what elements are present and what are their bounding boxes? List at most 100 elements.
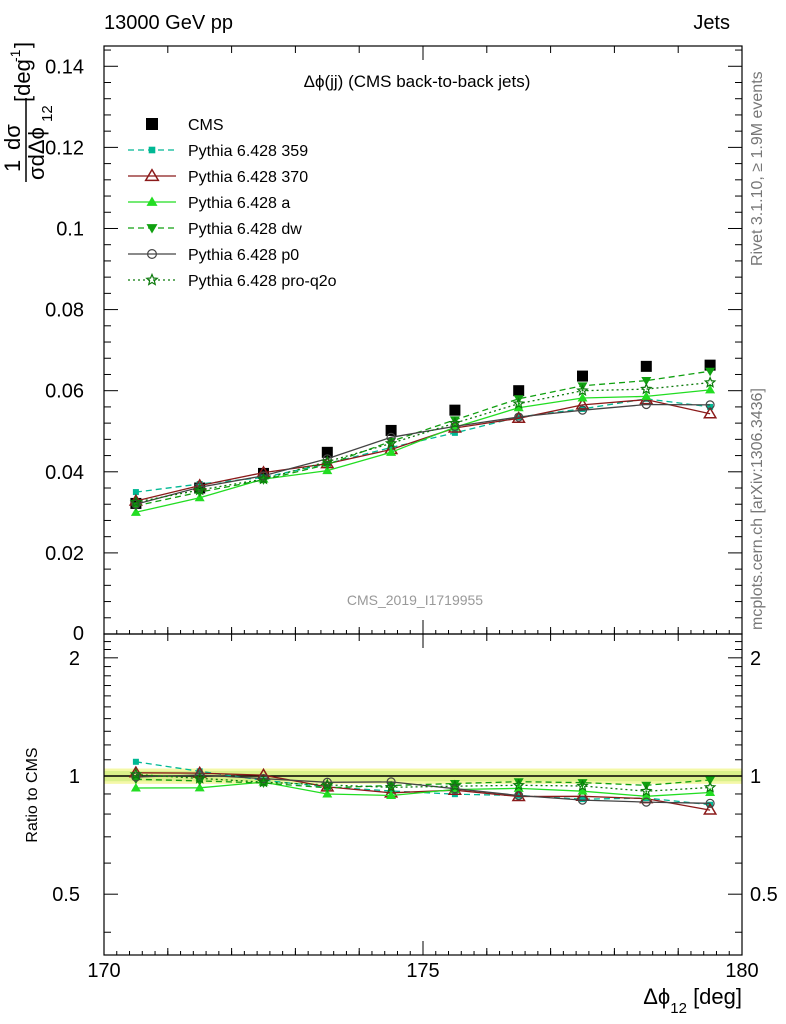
data-point bbox=[577, 405, 588, 415]
legend-label: Pythia 6.428 dw bbox=[188, 221, 302, 238]
ratio-point bbox=[322, 777, 332, 787]
data-point bbox=[322, 465, 333, 475]
data-point bbox=[195, 482, 205, 492]
ratio-line bbox=[135, 781, 711, 797]
data-point bbox=[512, 397, 525, 409]
ratio-point bbox=[579, 796, 586, 803]
legend-label: Pythia 6.428 p0 bbox=[188, 247, 299, 264]
ratio-point bbox=[703, 802, 718, 815]
main-y-tick-label: 0.06 bbox=[45, 381, 84, 403]
data-point bbox=[131, 499, 141, 509]
ratio-point bbox=[194, 782, 205, 792]
data-point bbox=[257, 472, 270, 485]
x-axis-label: Δϕ12 [deg] bbox=[643, 984, 742, 1017]
legend-marker bbox=[146, 224, 158, 234]
ratio-line bbox=[135, 774, 711, 804]
main-y-tick-label: 0.12 bbox=[45, 137, 84, 159]
data-point bbox=[193, 483, 206, 496]
ratio-point bbox=[130, 783, 141, 792]
data-point bbox=[705, 384, 716, 394]
series-line bbox=[135, 370, 711, 507]
legend-marker bbox=[146, 118, 158, 130]
main-y-tick-label: 0.08 bbox=[45, 300, 84, 322]
legend-label: Pythia 6.428 a bbox=[188, 195, 290, 212]
ratio-y-tick-label: 2 bbox=[69, 648, 80, 670]
data-point bbox=[513, 402, 524, 412]
data-point bbox=[576, 384, 589, 396]
ratio-series-pythia-6-428-p0 bbox=[131, 770, 715, 808]
legend-label: Pythia 6.428 370 bbox=[188, 169, 308, 186]
ratio-y-tick-label-right: 0.5 bbox=[750, 884, 778, 906]
series-pythia-6-428-359 bbox=[132, 395, 714, 496]
data-point bbox=[385, 424, 397, 436]
ratio-point bbox=[386, 777, 396, 787]
main-y-tick-label: 0.04 bbox=[45, 462, 84, 484]
ratio-point bbox=[577, 779, 588, 788]
data-point bbox=[703, 406, 718, 419]
ratio-y-axis-label: Ratio to CMS bbox=[24, 747, 41, 842]
data-point bbox=[641, 377, 652, 386]
ratio-point bbox=[512, 778, 525, 791]
legend-marker bbox=[144, 168, 160, 182]
ratio-point bbox=[513, 778, 524, 787]
series-line bbox=[135, 403, 711, 505]
data-point bbox=[577, 392, 588, 402]
y-label-denominator: σdΔϕ bbox=[24, 127, 49, 180]
ratio-line bbox=[135, 778, 711, 789]
data-point bbox=[640, 382, 653, 395]
main-y-axis-label: 1 dσ σdΔϕ 12[deg-1] bbox=[0, 42, 56, 182]
ratio-point bbox=[703, 780, 717, 793]
data-point bbox=[641, 391, 652, 400]
header-category-label: Jets bbox=[693, 12, 730, 34]
plot-title: Δϕ(jj) (CMS back-to-back jets) bbox=[304, 72, 531, 91]
legend-marker bbox=[146, 196, 158, 206]
series-pythia-6-428-pro-q2o bbox=[129, 376, 717, 508]
data-point bbox=[703, 376, 717, 388]
ratio-point bbox=[257, 775, 270, 788]
ratio-line bbox=[135, 773, 711, 792]
data-point bbox=[321, 455, 334, 467]
ratio-line bbox=[135, 761, 711, 806]
analysis-watermark: CMS_2019_I1719955 bbox=[347, 592, 483, 608]
ratio-point bbox=[514, 790, 524, 801]
ratio-y-tick-label-right: 1 bbox=[750, 766, 761, 788]
data-point bbox=[322, 454, 332, 464]
data-point bbox=[449, 416, 460, 425]
legend: CMS Pythia 6.428 359 Pythia 6.428 370 Pythi… bbox=[128, 117, 337, 290]
ratio-point bbox=[132, 758, 139, 765]
data-point bbox=[386, 432, 396, 442]
ratio-point bbox=[321, 778, 334, 791]
data-point bbox=[704, 359, 716, 371]
data-point bbox=[448, 416, 462, 429]
rivet-version-label: Rivet 3.1.10, ≥ 1.9M events bbox=[749, 71, 766, 266]
ratio-series-pythia-6-428-pro-q2o bbox=[129, 767, 717, 797]
main-plot-frame bbox=[103, 45, 743, 635]
header-energy-label: 13000 GeV pp bbox=[104, 12, 233, 34]
y-label-numerator-dsigma: dσ bbox=[0, 124, 25, 150]
data-point bbox=[577, 370, 588, 382]
series-pythia-6-428-p0 bbox=[131, 399, 715, 509]
series-line bbox=[135, 398, 711, 502]
data-point bbox=[450, 421, 460, 431]
data-point bbox=[386, 447, 397, 456]
y-label-subscript: 12 bbox=[39, 105, 56, 122]
y-label-unit: [deg bbox=[10, 59, 35, 102]
ratio-point bbox=[450, 784, 460, 794]
ratio-y-tick-label: 1 bbox=[69, 766, 80, 788]
series-line bbox=[135, 389, 711, 513]
ratio-point bbox=[705, 787, 716, 796]
legend-label: CMS bbox=[188, 117, 224, 134]
data-point bbox=[641, 399, 651, 410]
data-point bbox=[514, 412, 524, 422]
ratio-point bbox=[131, 772, 141, 782]
x-tick-label: 180 bbox=[725, 960, 758, 982]
data-point bbox=[451, 429, 458, 436]
ratio-point bbox=[384, 780, 398, 793]
x-tick-label: 175 bbox=[406, 960, 439, 982]
ratio-point bbox=[129, 767, 143, 780]
y-label-unit-close: ] bbox=[10, 42, 35, 48]
ratio-point bbox=[193, 771, 206, 784]
y-label-numerator-one: 1 bbox=[0, 160, 25, 172]
legend-label: Pythia 6.428 pro-q2o bbox=[188, 273, 337, 290]
data-point bbox=[513, 385, 525, 397]
